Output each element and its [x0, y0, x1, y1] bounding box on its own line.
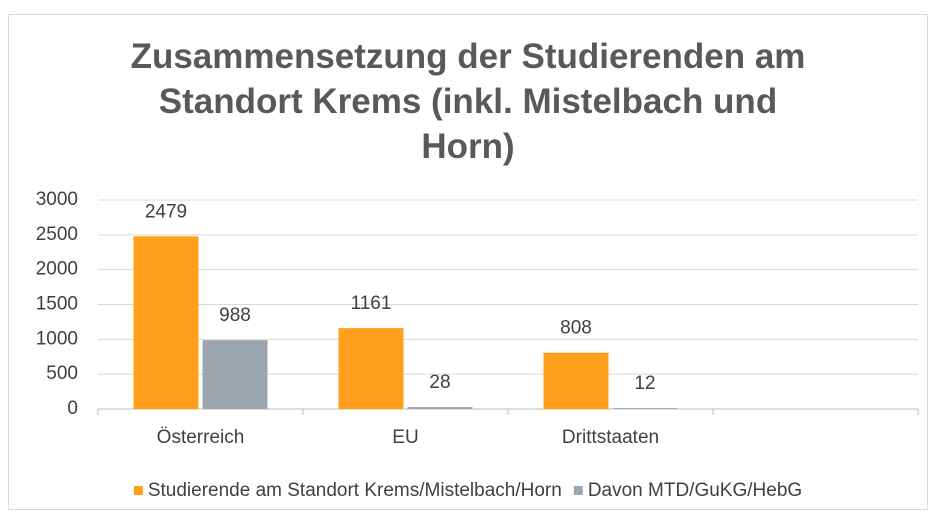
data-label: 988	[219, 305, 251, 326]
data-label: 12	[634, 373, 655, 394]
data-label: 28	[429, 372, 450, 393]
y-tick-label: 500	[46, 363, 78, 384]
legend-label: Davon MTD/GuKG/HebG	[588, 480, 802, 501]
bar	[133, 236, 199, 409]
y-tick-label: 0	[67, 398, 78, 419]
bar	[407, 407, 473, 409]
legend-item: Davon MTD/GuKG/HebG	[573, 480, 802, 501]
y-tick-label: 1000	[36, 328, 78, 349]
chart-title: Zusammensetzung der Studierenden am Stan…	[130, 37, 806, 166]
y-tick-label: 2500	[36, 224, 78, 245]
bar	[612, 408, 678, 409]
legend-label: Studierende am Standort Krems/Mistelbach…	[148, 480, 562, 501]
legend-item: Studierende am Standort Krems/Mistelbach…	[133, 480, 562, 501]
x-tick-label: EU	[392, 427, 418, 448]
legend-swatch	[133, 486, 143, 495]
bar	[543, 352, 609, 409]
x-tick-label: Drittstaaten	[562, 427, 659, 448]
x-tick-label: Österreich	[157, 427, 245, 448]
y-tick-label: 2000	[36, 259, 78, 280]
y-tick-label: 3000	[36, 189, 78, 210]
bar	[338, 328, 404, 409]
legend-swatch	[573, 486, 583, 495]
bar	[202, 340, 268, 409]
data-label: 2479	[145, 201, 187, 222]
data-label: 1161	[351, 293, 392, 314]
data-label: 808	[560, 318, 592, 339]
y-tick-label: 1500	[36, 294, 78, 315]
chart-border	[8, 14, 928, 510]
